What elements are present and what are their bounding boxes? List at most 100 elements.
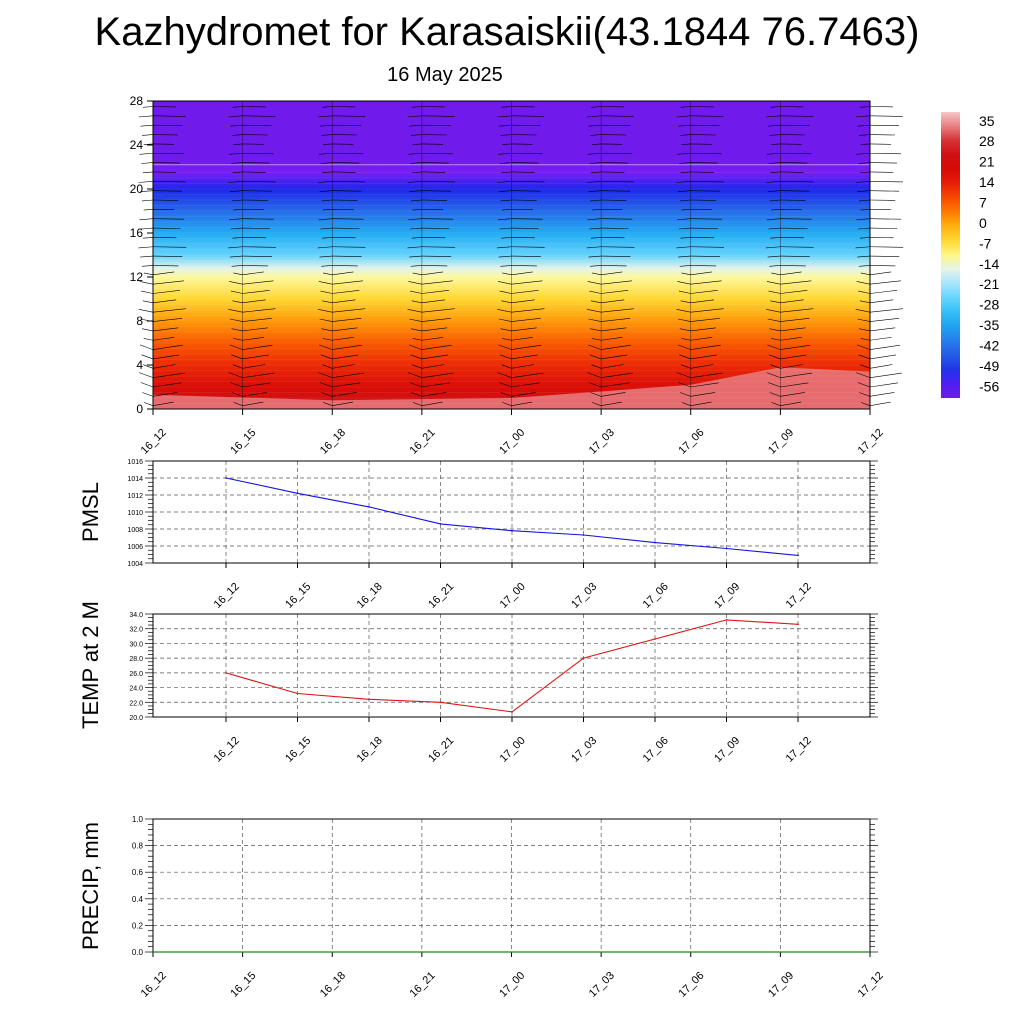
wind-barb: [409, 255, 422, 258]
wind-barb: [231, 354, 243, 360]
wind-barb: [228, 246, 243, 249]
wind-barb: [681, 209, 691, 211]
wind-barb: [409, 227, 422, 230]
wind-barb: [318, 152, 333, 155]
wind-barb: [771, 272, 781, 276]
wind-barb: [856, 152, 871, 155]
wind-barb: [500, 328, 512, 332]
wind-barb: [232, 364, 243, 369]
wind-barb: [321, 328, 333, 332]
wind-barb: [771, 143, 781, 145]
wind-barb: [332, 318, 362, 322]
wind-barb: [332, 392, 357, 397]
wind-barb: [317, 246, 333, 249]
colorbar-label: 28: [979, 133, 995, 149]
wind-barb: [242, 327, 268, 332]
wind-barb: [421, 364, 445, 369]
wind-barb: [323, 402, 333, 406]
wind-barb: [142, 106, 154, 108]
wind-barb: [780, 392, 805, 397]
wind-barb: [771, 338, 781, 341]
wind-barb: [139, 281, 154, 285]
wind-barb: [318, 372, 333, 378]
wind-barb: [767, 344, 781, 350]
wind-barb: [321, 199, 333, 202]
wind-barb: [322, 272, 333, 276]
wind-barb: [601, 280, 633, 285]
wind-barb: [769, 134, 781, 136]
wind-barb: [320, 290, 333, 294]
wind-barb: [780, 246, 814, 248]
wind-barb: [152, 299, 177, 304]
wind-barb: [421, 308, 455, 313]
wind-barb: [332, 337, 354, 341]
wind-barb: [690, 255, 721, 257]
chart-title: Kazhydromet for Karasaiskii(43.1844 76.7…: [94, 10, 920, 54]
wind-barb: [242, 290, 270, 294]
wind-barb: [140, 190, 154, 192]
wind-barb: [152, 255, 183, 257]
wind-barb: [152, 280, 184, 285]
wind-barb: [231, 134, 243, 136]
wind-barb: [780, 308, 814, 313]
wind-barb: [407, 115, 422, 118]
wind-barb: [498, 344, 512, 350]
wind-barb: [601, 152, 633, 155]
wind-barb: [152, 344, 183, 350]
wind-barb: [152, 218, 185, 220]
wind-barb: [869, 337, 892, 341]
wind-barb: [233, 143, 243, 145]
wind-barb: [152, 152, 185, 155]
wind-barb: [856, 344, 871, 350]
wind-barb: [869, 327, 896, 332]
wind-barb: [411, 106, 422, 108]
y-tick-label: 0: [136, 402, 143, 416]
y-tick-label: 0.0: [132, 948, 144, 957]
wind-barb: [678, 227, 691, 230]
wind-barb: [152, 354, 180, 360]
wind-barb: [410, 354, 422, 360]
x-tick-label: 16_12: [212, 735, 242, 765]
y-tick-label: 1010: [127, 510, 143, 517]
wind-barb: [421, 344, 452, 350]
wind-barb: [780, 344, 811, 350]
colorbar-label: -42: [979, 337, 999, 353]
wind-barb: [242, 246, 276, 248]
wind-barb: [501, 237, 512, 239]
wind-barb: [322, 106, 333, 108]
wind-barb: [138, 246, 154, 249]
wind-barb: [501, 300, 512, 304]
x-tick-label: 17_03: [569, 581, 599, 611]
wind-barb: [869, 271, 892, 276]
wind-barb: [421, 337, 444, 341]
wind-barb: [601, 115, 634, 117]
wind-barb: [690, 290, 718, 294]
colorbar-label: 35: [979, 113, 995, 129]
wind-barb: [690, 318, 720, 322]
wind-barb: [860, 143, 871, 145]
y-tick-label: 1014: [127, 476, 143, 483]
x-tick-label: 16_15: [228, 970, 258, 1000]
wind-barb: [332, 372, 365, 378]
wind-barb: [869, 246, 904, 248]
wind-barb: [765, 246, 781, 249]
wind-barb: [511, 364, 535, 369]
wind-barb: [780, 124, 810, 126]
wind-barb: [318, 218, 333, 221]
wind-barb: [677, 281, 691, 285]
wind-barb: [242, 299, 266, 304]
wind-barb: [676, 372, 691, 378]
x-tick-label: 16_15: [228, 427, 258, 457]
wind-barb: [421, 318, 452, 322]
x-tick-label: 17_09: [766, 427, 796, 457]
wind-barb: [499, 290, 512, 294]
wind-barb: [690, 382, 719, 388]
y-tick-label: 0.8: [132, 842, 144, 851]
wind-barb: [859, 134, 871, 136]
wind-barb: [590, 392, 602, 397]
wind-barb: [152, 190, 183, 192]
x-tick-label: 17_09: [712, 735, 742, 765]
wind-barb: [690, 308, 724, 313]
wind-barb: [410, 328, 422, 332]
colorbar-label: -28: [979, 297, 999, 313]
